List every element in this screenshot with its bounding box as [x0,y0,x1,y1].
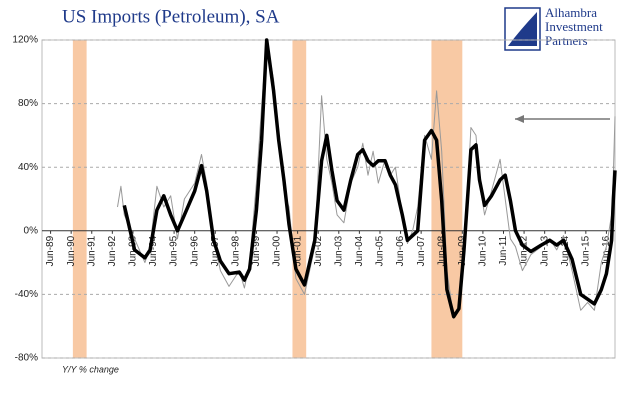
y-tick-label: 120% [12,35,38,46]
logo-text: Alhambra [545,5,597,20]
arrow-head [515,115,524,123]
plot: -80% -40% 0% 40% 80% 120% Jun-89 Jun-90 Jun-91 Ju… [12,35,617,364]
x-tick-label: Jun-12 [519,235,530,266]
x-tick-label: Jun-89 [45,235,56,266]
x-tick-label: Jun-04 [354,235,365,266]
x-tick-label: Jun-15 [580,235,591,266]
x-tick-label: Jun-10 [478,235,489,266]
series-line [122,38,617,319]
x-tick-label: Jun-99 [251,235,262,266]
series-line [117,39,616,319]
y-tick-label: -80% [15,353,38,364]
x-tick-label: Jun-93 [128,235,139,266]
x-tick-label: Jun-01 [292,235,303,266]
x-tick-label: Jun-05 [375,235,386,266]
shaded-period [292,40,307,358]
x-tick-label: Jun-96 [189,235,200,266]
x-tick-label: Jun-06 [395,235,406,266]
y-tick-label: -40% [15,289,38,300]
logo-text: Investment [545,19,603,34]
x-tick-label: Jun-98 [230,235,241,266]
x-tick-label: Jun-13 [539,235,550,266]
x-tick-label: Jun-16 [601,235,612,266]
x-tick-label: Jun-91 [86,235,97,266]
chart-title: US Imports (Petroleum), SA [62,6,280,27]
x-tick-label: Jun-02 [313,235,324,266]
y-tick-label: 80% [18,98,38,109]
shaded-period [72,40,87,358]
y-tick-label: 0% [24,225,39,236]
logo: Alhambra Investment Partners [504,5,603,51]
x-tick-label: Jun-90 [66,235,77,266]
x-tick-label: Jun-94 [148,235,159,266]
logo-mark [508,12,537,46]
note: Y/Y % change [62,364,119,374]
x-tick-label: Jun-95 [169,235,180,266]
plot-frame [41,39,616,359]
x-tick-label: Jun-08 [436,235,447,266]
x-tick-label: Jun-00 [272,235,283,266]
x-tick-label: Jun-14 [560,235,571,266]
x-tick-label: Jun-07 [416,235,427,266]
x-tick-label: Jun-92 [107,235,118,266]
x-tick-label: Jun-03 [333,235,344,266]
y-tick-label: 40% [18,162,38,173]
x-tick-label: Jun-11 [498,235,509,265]
